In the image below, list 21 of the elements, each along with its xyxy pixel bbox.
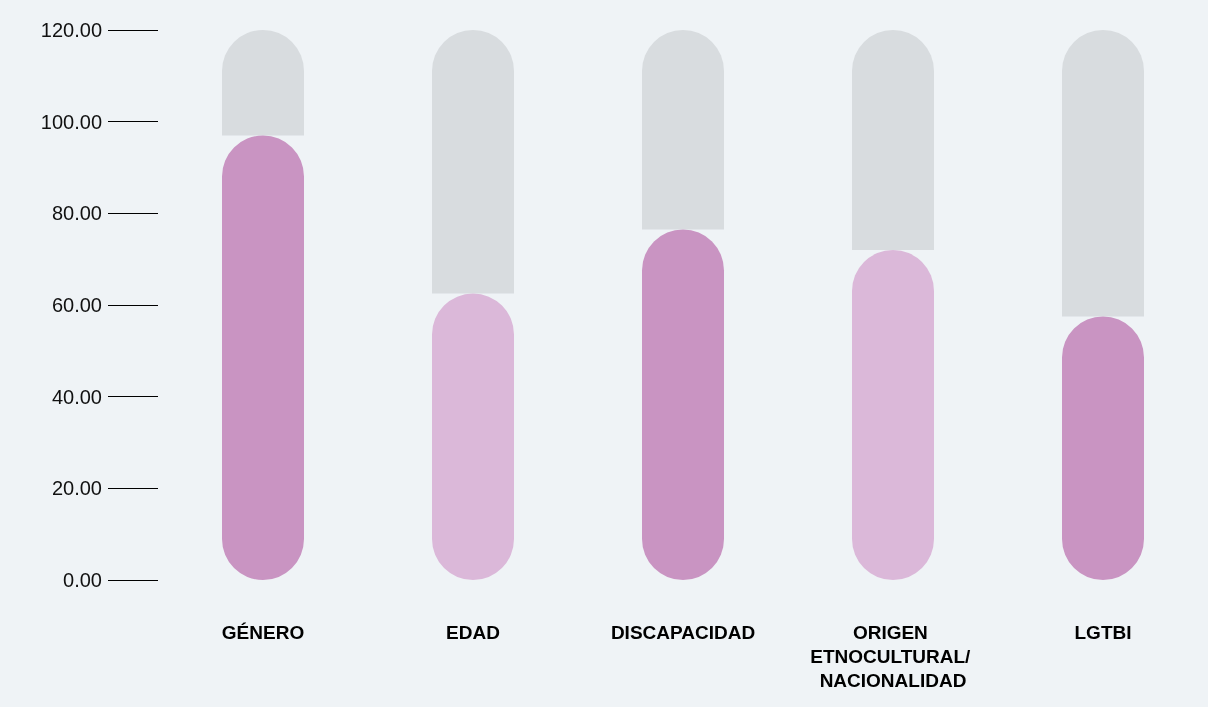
bar: [1062, 30, 1144, 317]
x-tick-label: ORIGEN ETNOCULTURAL/ NACIONALIDAD: [810, 621, 976, 691]
y-tick-label: 0.00: [63, 569, 102, 591]
bar: [432, 30, 514, 294]
bar: [852, 250, 934, 580]
y-tick-label: 60.00: [51, 294, 102, 316]
x-tick-label: DISCAPACIDAD: [610, 621, 756, 643]
bar: [642, 229, 724, 580]
bar: [222, 135, 304, 580]
y-tick-label: 20.00: [51, 477, 102, 500]
x-tick-label: LGTBI: [1074, 621, 1132, 643]
y-tick-label: 80.00: [51, 202, 102, 225]
bar: [642, 30, 724, 230]
y-tick-label: 40.00: [51, 385, 102, 408]
y-tick-label: 100.00: [40, 110, 102, 133]
x-tick-label: EDAD: [446, 621, 500, 643]
y-tick-label: 120.00: [40, 19, 102, 41]
bar: [1062, 316, 1144, 580]
bar: [432, 293, 514, 580]
x-tick-label: GÉNERO: [221, 621, 305, 643]
bar: [852, 30, 934, 250]
